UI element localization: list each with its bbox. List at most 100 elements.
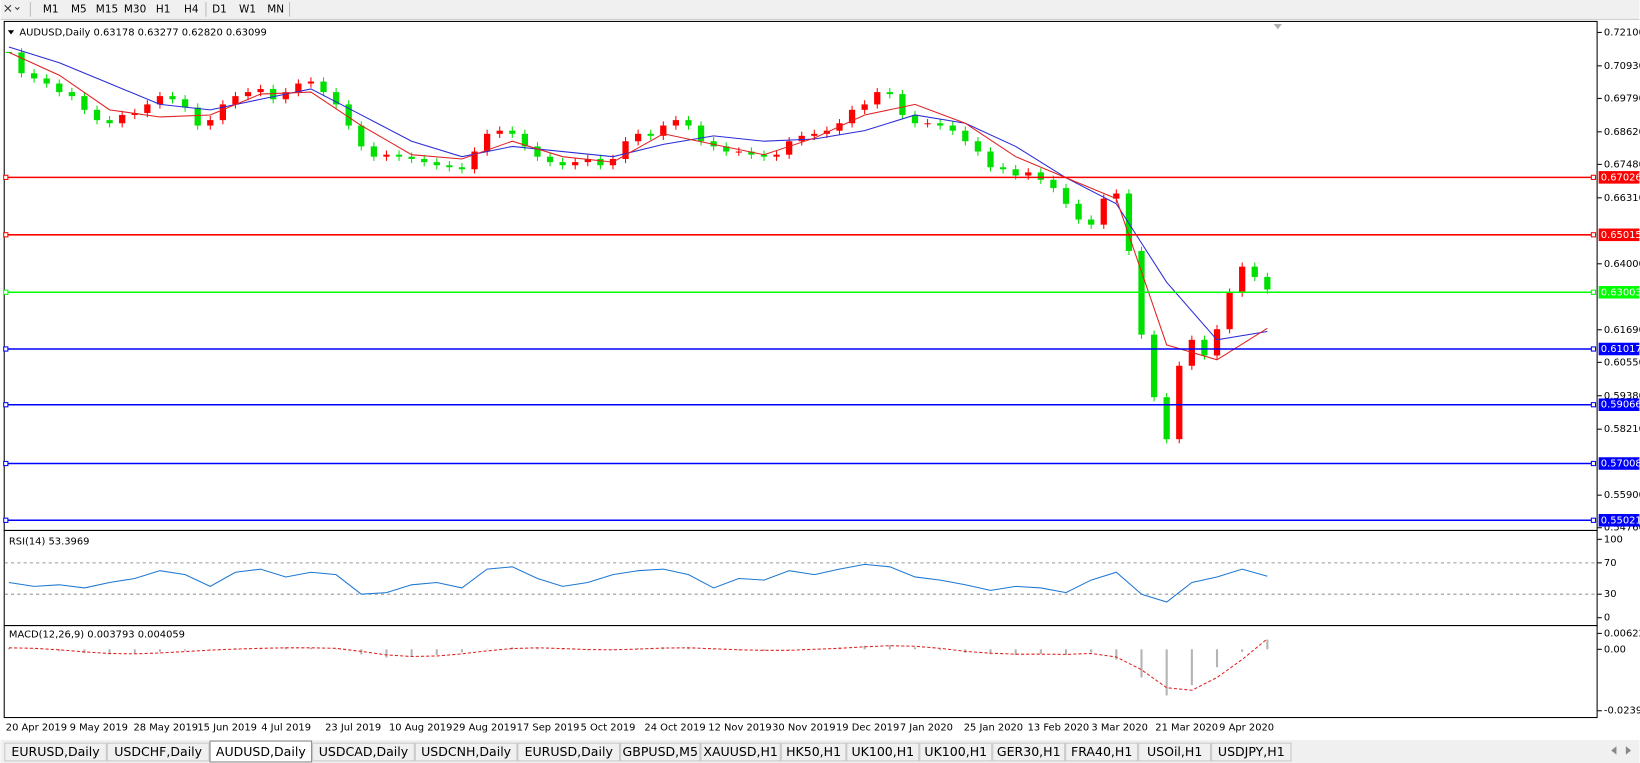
tab-label[interactable]: EURUSD,Daily (11, 744, 100, 759)
macd-bar (1014, 649, 1017, 655)
tab[interactable] (4, 742, 107, 762)
y-tick-label: 70 (1604, 558, 1617, 569)
candle-body (320, 81, 327, 93)
macd-bar (1090, 649, 1093, 653)
candle-body (584, 158, 591, 163)
candle-body (723, 146, 730, 152)
symbol-menu-arrow[interactable] (7, 30, 15, 35)
candle-body (660, 125, 667, 136)
tab-label[interactable]: EURUSD,Daily (525, 744, 614, 759)
tab-label[interactable]: USDCNH,Daily (421, 744, 512, 759)
candle-body (647, 133, 654, 136)
tab-scroll-arrows[interactable] (1611, 746, 1632, 755)
level-handle[interactable] (3, 232, 9, 238)
tab[interactable] (517, 742, 621, 762)
candle-body (924, 123, 931, 125)
tab[interactable] (992, 742, 1066, 762)
candle-body (962, 130, 969, 142)
level-handle[interactable] (1590, 517, 1597, 523)
tab-label[interactable]: AUDUSD,Daily (216, 744, 306, 759)
moving-average (8, 46, 1268, 341)
macd-bar (788, 649, 791, 650)
macd-bar (158, 649, 161, 652)
tab-label[interactable]: HK50,H1 (786, 744, 841, 759)
macd-bar (611, 649, 615, 650)
candle-body (546, 156, 554, 163)
level-handle[interactable] (1590, 460, 1597, 467)
tab-label[interactable]: USOil,H1 (1147, 744, 1202, 759)
tab[interactable] (1211, 742, 1292, 762)
active-tab[interactable] (209, 740, 313, 763)
level-handle[interactable] (3, 402, 9, 408)
toolbar (0, 0, 1640, 19)
tab[interactable] (1065, 742, 1139, 762)
candle-body (1176, 365, 1183, 440)
level-price-label: 0.61017 (1601, 344, 1640, 355)
timeframe-button[interactable]: M30 (124, 3, 146, 15)
tab-label[interactable]: FRA40,H1 (1071, 744, 1132, 759)
level-price-box (1598, 228, 1640, 242)
tab[interactable] (312, 742, 415, 762)
candle-body (949, 125, 956, 131)
tab-label[interactable]: UK100,H1 (851, 744, 914, 759)
timeframe-button[interactable]: W1 (239, 3, 256, 15)
timeframe-button[interactable]: H1 (156, 3, 171, 15)
macd-bar (184, 649, 187, 651)
timeframe-button[interactable]: H4 (184, 3, 199, 15)
candle-body (685, 120, 692, 126)
tab-label[interactable]: USDCAD,Daily (319, 744, 409, 759)
candle-body (257, 88, 264, 93)
timeframe-button[interactable]: D1 (212, 3, 227, 15)
toolbar-icon[interactable] (4, 4, 20, 12)
level-handle[interactable] (1590, 289, 1597, 295)
macd-bar (7, 648, 10, 650)
candle-body (106, 120, 113, 124)
tab-label[interactable]: USDCHF,Daily (114, 744, 202, 759)
macd-bar (1039, 649, 1042, 654)
level-handle[interactable] (1590, 232, 1597, 238)
level-price-label: 0.57008 (1601, 459, 1640, 470)
tab-label[interactable]: UK100,H1 (924, 744, 987, 759)
chart-header: AUDUSD,Daily 0.63178 0.63277 0.62820 0.6… (19, 27, 267, 38)
tab[interactable] (1138, 742, 1212, 762)
date-label: 19 Dec 2019 (836, 722, 899, 733)
macd-bar (335, 648, 338, 650)
macd-bar (209, 648, 212, 650)
timeframe-button[interactable]: MN (267, 3, 284, 15)
level-handle[interactable] (3, 289, 9, 295)
date-label: 10 Aug 2019 (389, 722, 452, 733)
timeframe-button[interactable]: M1 (43, 3, 59, 15)
level-handle[interactable] (3, 517, 9, 523)
candle-body (1201, 339, 1208, 356)
level-handle[interactable] (1590, 174, 1597, 180)
timeframe-button[interactable]: M5 (71, 3, 87, 15)
macd-bar (1266, 639, 1269, 650)
timeframe-button[interactable]: M15 (96, 3, 118, 15)
tab[interactable] (846, 742, 920, 762)
tab-label[interactable]: GER30,H1 (997, 744, 1061, 759)
tab[interactable] (700, 742, 781, 762)
level-handle[interactable] (3, 460, 9, 467)
level-handle[interactable] (3, 174, 9, 180)
tab[interactable] (780, 742, 847, 762)
candle-body (194, 107, 201, 126)
level-handle[interactable] (1590, 402, 1597, 408)
tab[interactable] (919, 742, 993, 762)
level-handle[interactable] (1590, 346, 1597, 352)
tab-label[interactable]: GBPUSD,M5 (623, 744, 698, 759)
candle-body (395, 154, 403, 157)
tab-label[interactable]: XAUUSD,H1 (703, 744, 777, 759)
candle-body (282, 92, 289, 100)
tab[interactable] (106, 742, 210, 762)
tab-label[interactable]: USDJPY,H1 (1218, 744, 1285, 759)
macd-bar (687, 647, 690, 650)
candle-body (358, 125, 365, 147)
tab[interactable] (414, 742, 518, 762)
candle-body (672, 120, 680, 126)
tab[interactable] (620, 742, 701, 762)
level-handle[interactable] (3, 346, 9, 352)
